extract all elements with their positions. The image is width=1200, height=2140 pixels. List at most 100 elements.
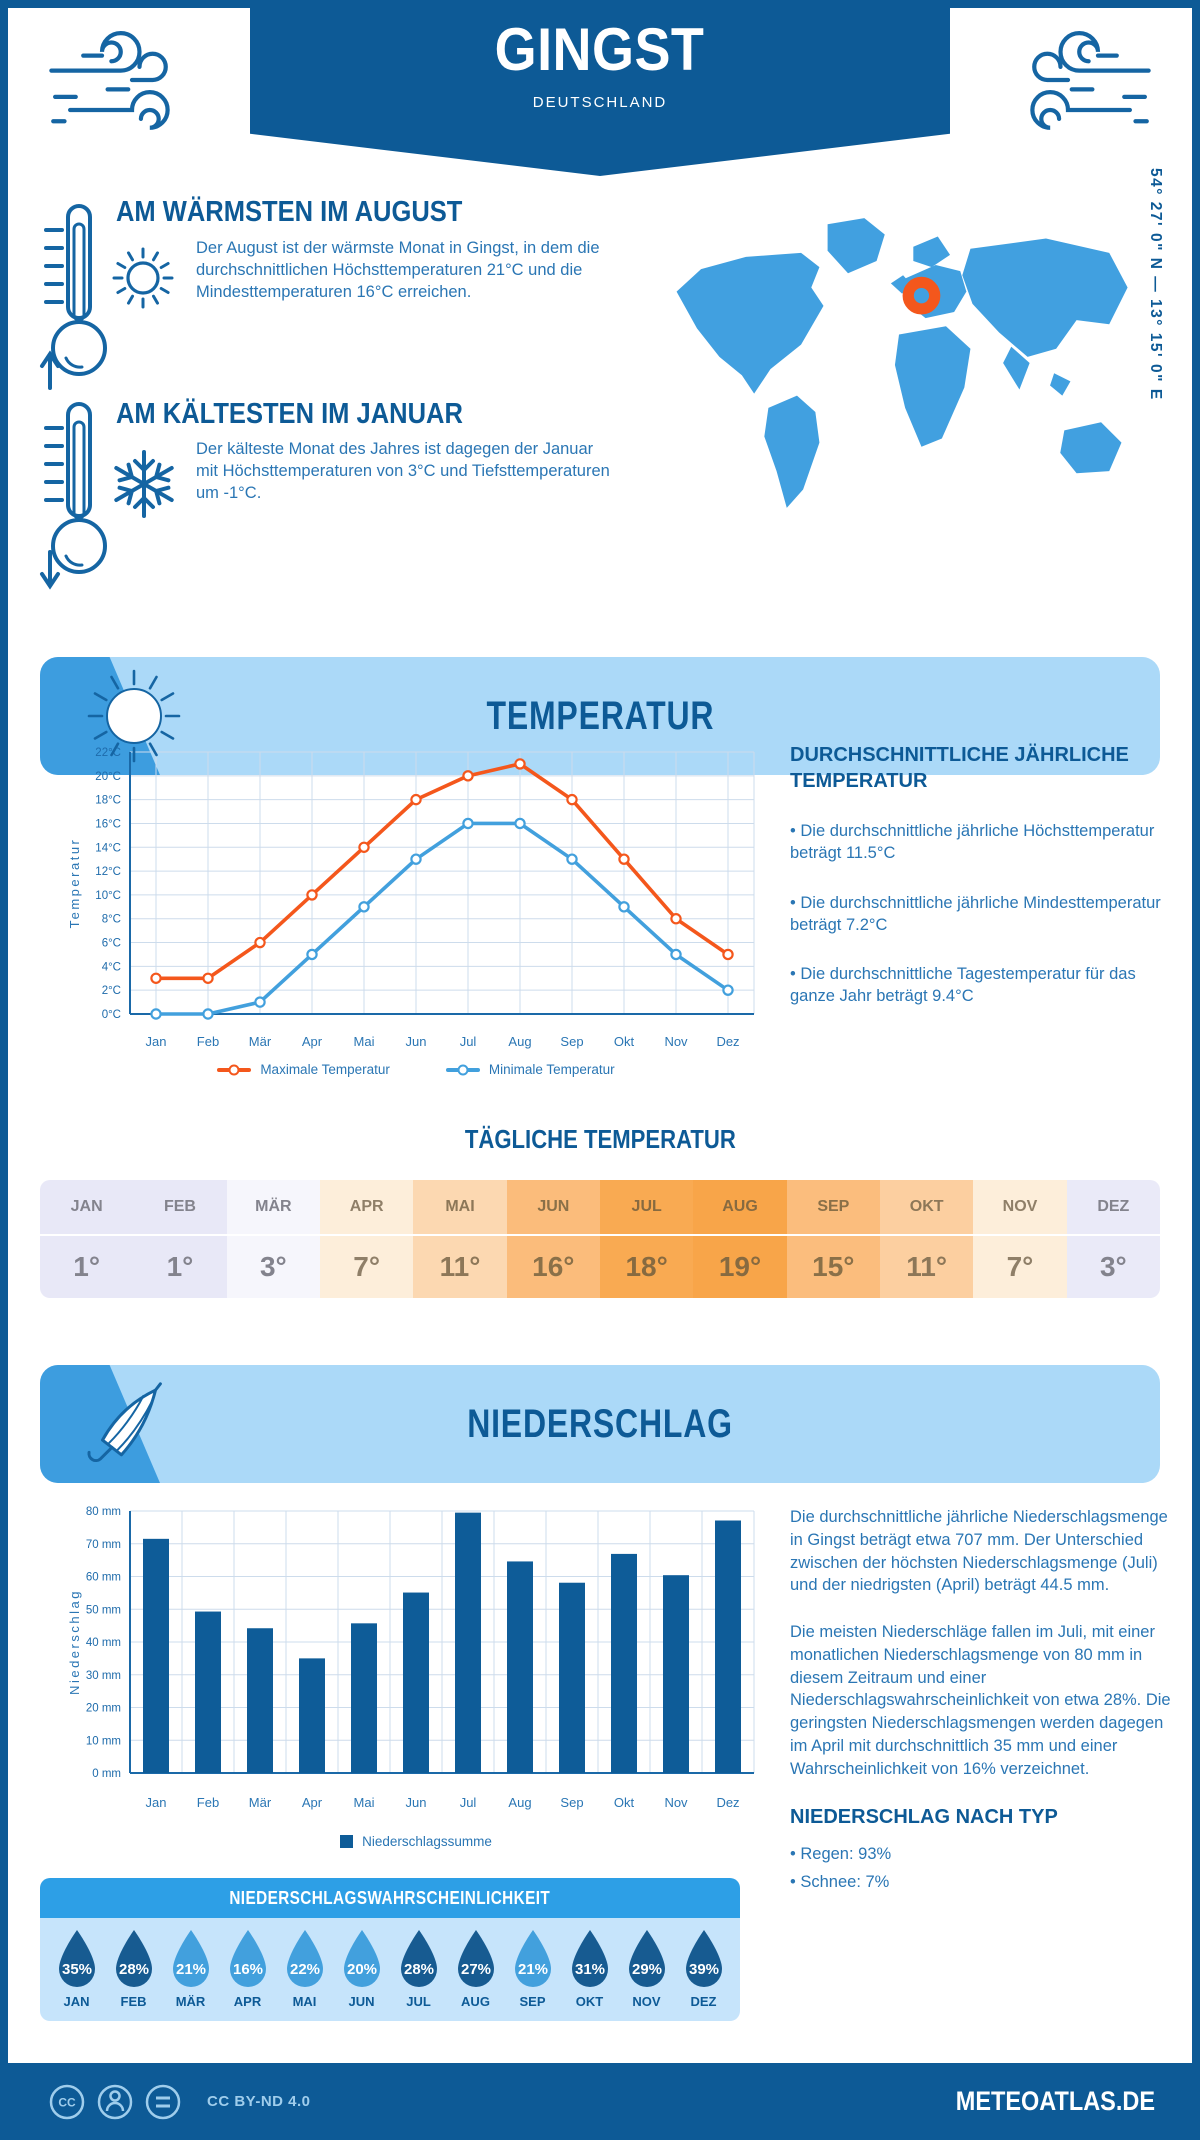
- daily-temp-value: 18°: [625, 1251, 668, 1282]
- daily-temp-cell: MAI 11°: [413, 1180, 507, 1298]
- probability-month-label: FEB: [120, 1994, 147, 2009]
- precipitation-section-band: NIEDERSCHLAG: [40, 1365, 1160, 1483]
- probability-drop: 20% JUN: [333, 1928, 390, 2009]
- svg-text:30 mm: 30 mm: [86, 1670, 121, 1682]
- probability-month-label: NOV: [632, 1994, 661, 2009]
- probability-drop: 29% NOV: [618, 1928, 675, 2009]
- rain-share-bullet: • Regen: 93%: [790, 1845, 892, 1864]
- raindrop-icon: 27%: [457, 1930, 494, 1987]
- daily-temp-month: JAN: [40, 1180, 134, 1236]
- svg-text:Feb: Feb: [197, 1795, 219, 1810]
- probability-heading: NIEDERSCHLAGSWAHRSCHEINLICHKEIT: [229, 1887, 551, 1908]
- license-label: CC BY-ND 4.0: [207, 2093, 311, 2110]
- daily-temp-month: FEB: [133, 1180, 227, 1236]
- sun-icon: [112, 247, 174, 309]
- svg-text:Jun: Jun: [406, 1795, 427, 1810]
- svg-text:Jan: Jan: [146, 1034, 167, 1049]
- raindrop-icon: 35%: [58, 1930, 95, 1987]
- svg-text:Aug: Aug: [508, 1795, 531, 1810]
- precipitation-text-column: Die durchschnittliche jährliche Niedersc…: [790, 1506, 1178, 1897]
- person-icon: [97, 2084, 133, 2119]
- raindrop-icon: 39%: [685, 1930, 722, 1987]
- daily-temp-value: 1°: [166, 1251, 194, 1282]
- precipitation-band-title: NIEDERSCHLAG: [467, 1401, 733, 1446]
- license-icons: CC: [49, 2084, 181, 2119]
- cc-icon: [49, 2084, 85, 2119]
- svg-text:Mai: Mai: [354, 1795, 375, 1810]
- probability-month-label: MÄR: [175, 1994, 206, 2009]
- precipitation-bar-chart: 0 mm 10 mm 20 mm 30 mm 40 mm 50 mm 60 mm 70 mm 8…: [67, 1506, 755, 1810]
- svg-text:Dez: Dez: [716, 1795, 739, 1810]
- daily-temp-cell: APR 7°: [320, 1180, 414, 1298]
- svg-text:80 mm: 80 mm: [86, 1506, 121, 1518]
- precipitation-chart-legend: Niederschlagssumme: [66, 1834, 766, 1849]
- location-coordinates: 54° 27' 0" N — 13° 15' 0" E: [1147, 168, 1164, 401]
- svg-text:16°C: 16°C: [95, 818, 121, 830]
- svg-text:6°C: 6°C: [102, 938, 121, 950]
- probability-month-label: APR: [233, 1994, 262, 2009]
- daily-temp-value: 3°: [1099, 1251, 1127, 1282]
- daily-temp-month: NOV: [973, 1180, 1067, 1236]
- svg-text:70 mm: 70 mm: [86, 1539, 121, 1551]
- svg-text:Apr: Apr: [302, 1795, 323, 1810]
- svg-text:21%: 21%: [517, 1961, 547, 1978]
- probability-drop: 21% MÄR: [162, 1928, 219, 2009]
- daily-temp-cell: OKT 11°: [880, 1180, 974, 1298]
- daily-temp-month: JUN: [506, 1180, 600, 1236]
- raindrop-icon: 21%: [172, 1930, 209, 1987]
- svg-text:28%: 28%: [118, 1961, 148, 1978]
- probability-month-label: OKT: [575, 1994, 604, 2009]
- svg-text:20°C: 20°C: [95, 771, 121, 783]
- probability-month-label: AUG: [461, 1994, 490, 2009]
- temperature-band-title: TEMPERATUR: [486, 693, 714, 738]
- svg-text:29%: 29%: [631, 1961, 661, 1978]
- raindrop-icon: 28%: [400, 1930, 437, 1987]
- svg-text:Apr: Apr: [302, 1034, 323, 1049]
- svg-text:60 mm: 60 mm: [86, 1572, 121, 1584]
- legend-item: Niederschlagssumme: [340, 1834, 492, 1849]
- svg-text:20 mm: 20 mm: [86, 1703, 121, 1715]
- svg-text:22%: 22%: [289, 1961, 319, 1978]
- footer-bar: CC CC BY-ND 4.0 METEOATLAS.DE: [0, 2063, 1200, 2140]
- svg-text:Mai: Mai: [354, 1034, 375, 1049]
- svg-text:Sep: Sep: [560, 1795, 583, 1810]
- svg-text:Jul: Jul: [460, 1034, 477, 1049]
- header-banner: GINGST DEUTSCHLAND: [250, 0, 950, 176]
- svg-text:16%: 16%: [232, 1961, 262, 1978]
- svg-text:20%: 20%: [346, 1961, 376, 1978]
- svg-text:31%: 31%: [574, 1961, 604, 1978]
- daily-temp-cell: AUG 19°: [693, 1180, 787, 1298]
- svg-text:Feb: Feb: [197, 1034, 219, 1049]
- svg-text:Jun: Jun: [406, 1034, 427, 1049]
- annual-temperature-column: DURCHSCHNITTLICHE JÄHRLICHE TEMPERATUR •…: [790, 742, 1170, 1035]
- svg-text:4°C: 4°C: [102, 961, 121, 973]
- probability-drop: 39% DEZ: [675, 1928, 732, 2009]
- map-marker-icon: [902, 276, 941, 315]
- precipitation-paragraph-2: Die meisten Niederschläge fallen im Juli…: [790, 1623, 1171, 1778]
- snowflake-icon: [114, 450, 174, 518]
- temperature-line-chart: 0°C2°C4°C6°C8°C10°C12°C14°C16°C18°C20°C2…: [67, 747, 755, 1049]
- wind-icon: [49, 31, 170, 130]
- probability-month-label: JAN: [63, 1994, 90, 2009]
- page-subtitle: DEUTSCHLAND: [532, 94, 668, 111]
- daily-temp-month: MAI: [413, 1180, 507, 1236]
- svg-text:Jan: Jan: [146, 1795, 167, 1810]
- coldest-text: Der kälteste Monat des Jahres ist dagege…: [196, 440, 610, 503]
- sun-icon: [87, 669, 181, 763]
- daily-temp-cell: FEB 1°: [133, 1180, 227, 1298]
- warmest-text: Der August ist der wärmste Monat in Ging…: [196, 239, 600, 302]
- daily-temp-cell: NOV 7°: [973, 1180, 1067, 1298]
- precipitation-type-heading: NIEDERSCHLAG NACH TYP: [790, 1806, 1058, 1829]
- svg-text:39%: 39%: [688, 1961, 718, 1978]
- daily-temp-cell: JUN 16°: [506, 1180, 600, 1298]
- svg-text:18°C: 18°C: [95, 795, 121, 807]
- probability-drop: 31% OKT: [561, 1928, 618, 2009]
- daily-temp-month: AUG: [693, 1180, 787, 1236]
- svg-text:10°C: 10°C: [95, 890, 121, 902]
- daily-temp-month: MÄR: [226, 1180, 320, 1236]
- precipitation-paragraph-1: Die durchschnittliche jährliche Niedersc…: [790, 1508, 1168, 1595]
- daily-temp-month: JUL: [600, 1180, 694, 1236]
- svg-text:27%: 27%: [460, 1961, 490, 1978]
- probability-drop: 27% AUG: [447, 1928, 504, 2009]
- svg-text:50 mm: 50 mm: [86, 1604, 121, 1616]
